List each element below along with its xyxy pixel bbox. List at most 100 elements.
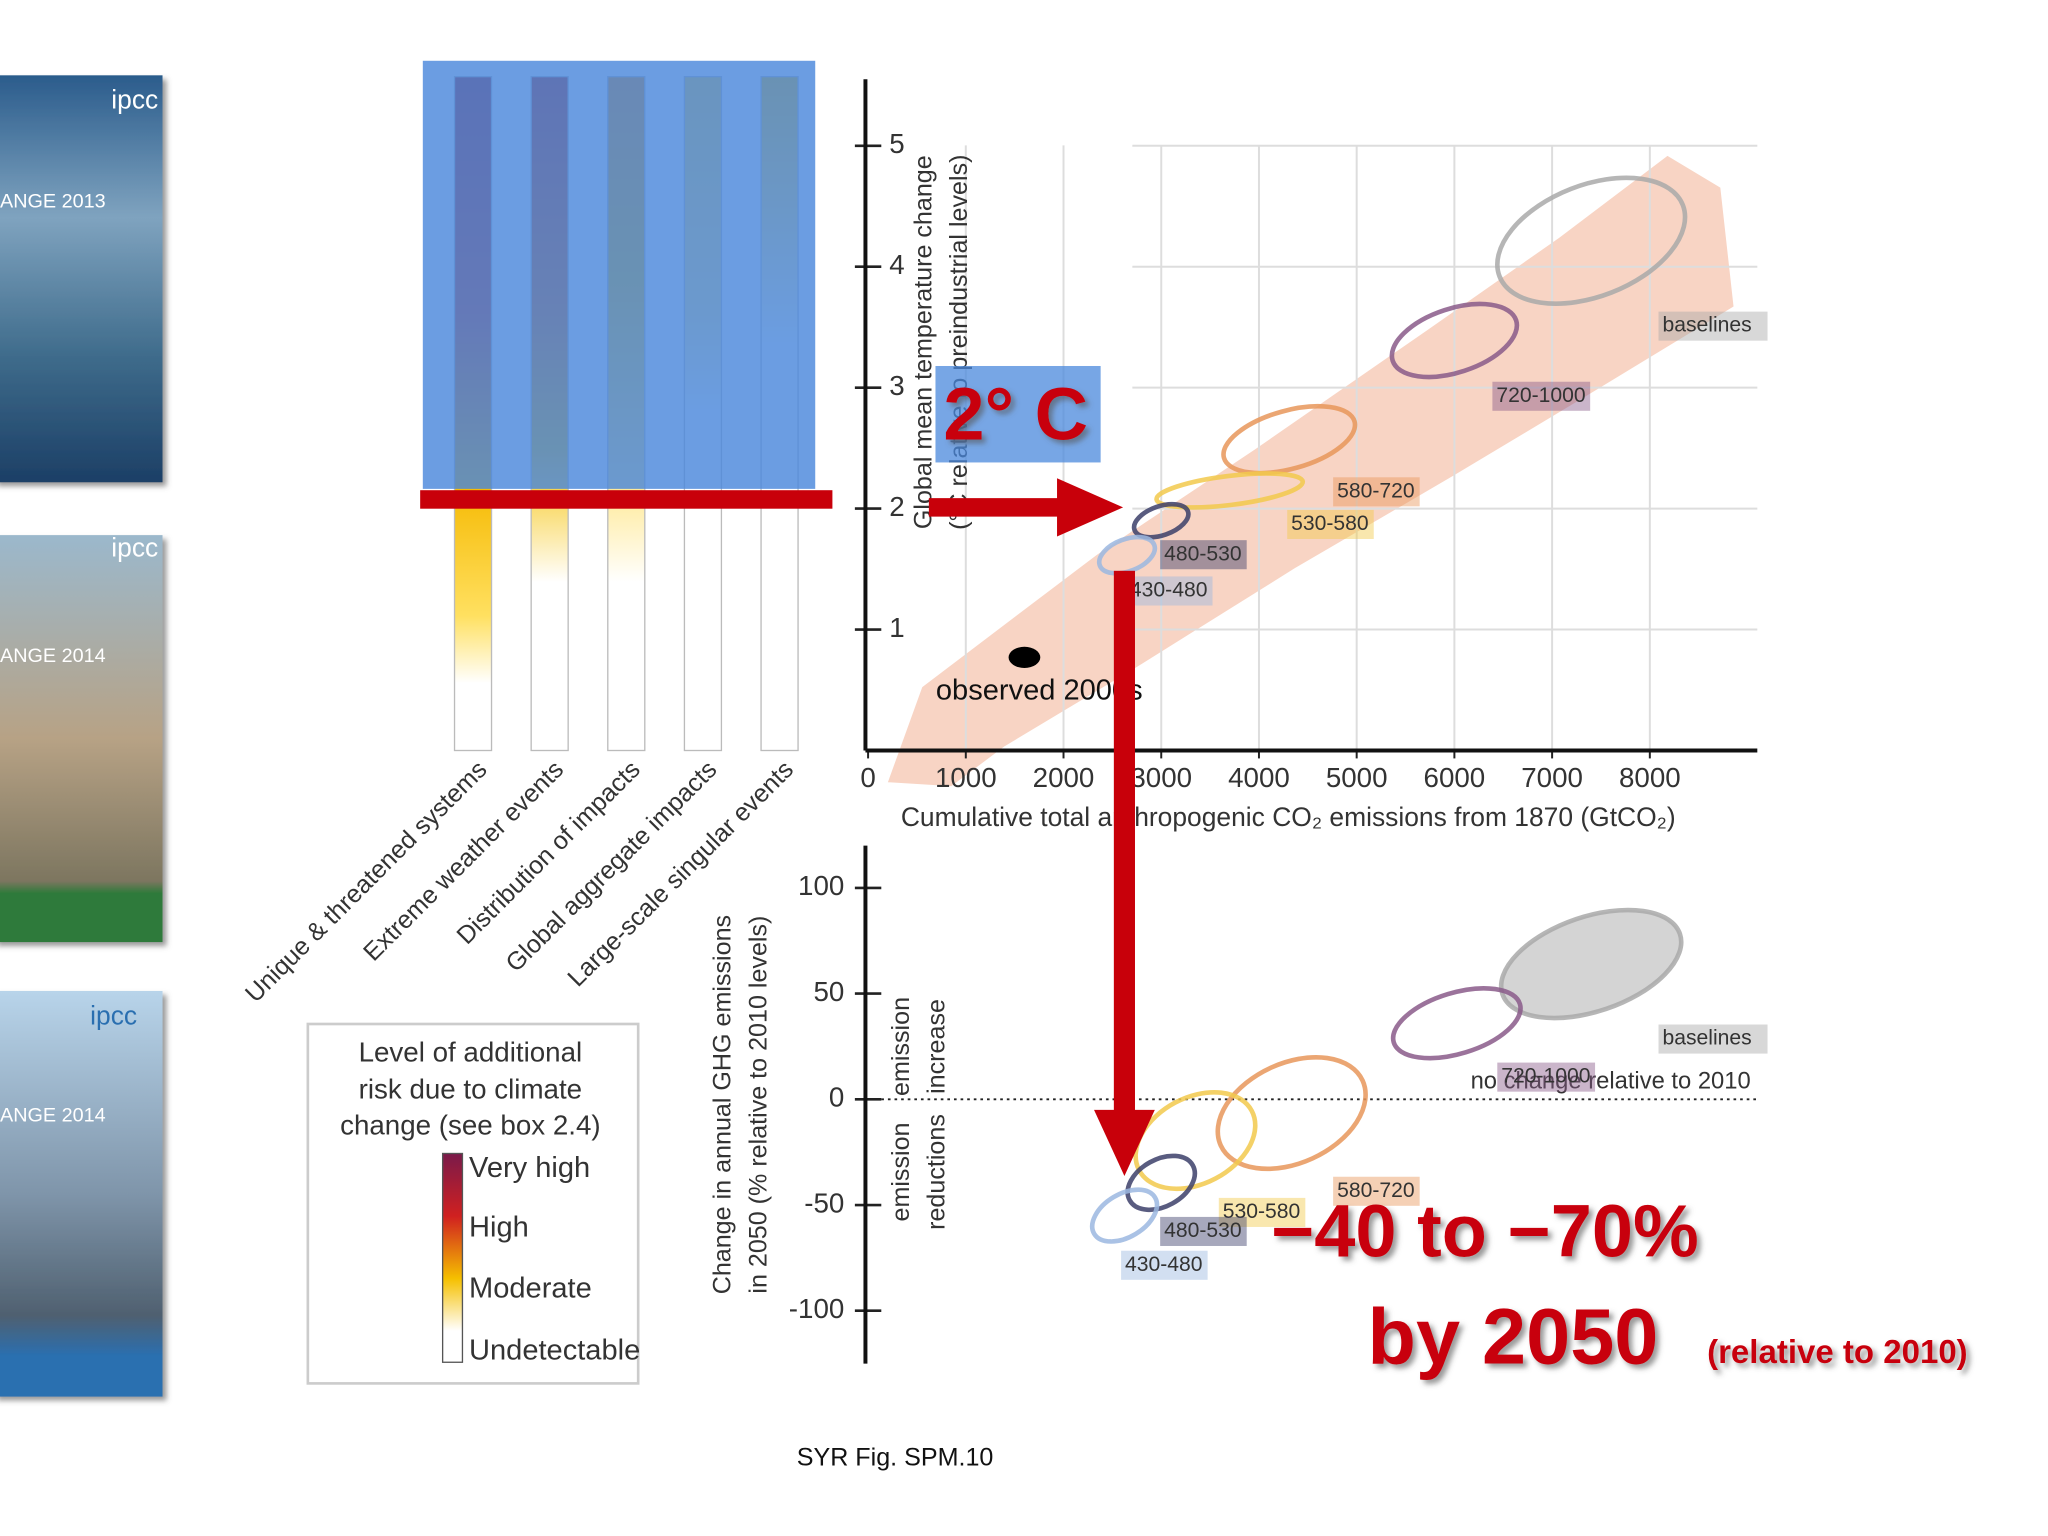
overlay <box>935 365 1101 463</box>
y-axis-label: in 2050 (% relative to 2010 levels) <box>744 916 772 1294</box>
scenario-range <box>1495 175 1688 306</box>
label-box <box>1160 1216 1247 1246</box>
source-label: SYR Fig. SPM.10 <box>797 1443 994 1471</box>
reference-label: no change relative to 2010 <box>1471 1067 1751 1094</box>
x-tick-label: 2000 <box>1033 762 1095 793</box>
label-box <box>1492 381 1591 411</box>
label-box <box>1121 1250 1208 1280</box>
y-tick-label: 50 <box>813 976 844 1007</box>
scenario-range <box>1389 301 1520 380</box>
label-box <box>1333 477 1420 507</box>
arrow <box>928 478 1124 537</box>
scenario-range <box>1390 986 1523 1061</box>
reduction-label: −40 to −70% <box>1271 1189 1699 1272</box>
label-box <box>1658 1024 1768 1054</box>
series-label: 720-1000 <box>1496 384 1585 407</box>
y-tick-label: 1 <box>889 612 904 643</box>
legend-scale <box>441 1152 464 1363</box>
x-tick-label: 5000 <box>1326 762 1388 793</box>
y-tick-label: 5 <box>889 128 904 159</box>
x-tick-label: 4000 <box>1228 762 1290 793</box>
x-axis-label: Cumulative total anthropogenic CO₂ emiss… <box>901 802 1676 832</box>
cover-title: ANGE 2013 <box>0 190 106 212</box>
cover <box>0 535 163 943</box>
series-label: 530-580 <box>1223 1200 1301 1223</box>
legend-level: High <box>469 1211 529 1243</box>
threshold-bar <box>420 490 833 509</box>
legend-level: Moderate <box>469 1272 592 1304</box>
scenario-range <box>1096 534 1158 576</box>
cover-title: ANGE 2014 <box>0 1105 106 1127</box>
arrow <box>1094 570 1155 1176</box>
scenario-range <box>1131 501 1191 540</box>
scenario-range <box>1498 907 1684 1021</box>
x-tick-label: 8000 <box>1619 762 1681 793</box>
label-box <box>1160 540 1247 570</box>
charts: 0 1000 2000 3000 4000 5000 6000 7000 800012345Cu… <box>709 79 1768 1364</box>
label-box <box>1658 311 1768 341</box>
x-tick-label: 6000 <box>1424 762 1486 793</box>
region-label: emission <box>887 1122 915 1221</box>
observed-point <box>1008 646 1041 668</box>
covers: ipcc ANGE 2013 ipcc ANGE 2014 ipcc ANGE … <box>0 75 163 1397</box>
y-tick-label: 100 <box>798 870 844 901</box>
y-axis-label: (°C relative to preindustrial levels) <box>945 154 973 529</box>
series-label: 720-1000 <box>1501 1065 1590 1088</box>
chart: 0 1000 2000 3000 4000 5000 6000 7000 8000 1 2 3 4 5 Cu… <box>854 79 1768 832</box>
region-label: reductions <box>923 1114 951 1230</box>
series-label: 480-530 <box>1164 542 1242 565</box>
label-box <box>1333 1176 1420 1206</box>
x-tick-label: 0 <box>860 762 875 793</box>
cover-brand: ipcc <box>111 85 158 115</box>
x-tick-label: 3000 <box>1130 762 1192 793</box>
series-label: 430-480 <box>1125 1253 1203 1276</box>
point-label: observed 2000s <box>936 674 1143 706</box>
x-tick-label: 1000 <box>935 762 997 793</box>
target-label: 2° C <box>943 373 1088 456</box>
scenario-range <box>1154 471 1306 510</box>
y-tick-label: 2 <box>889 491 904 522</box>
series-label: 480-530 <box>1164 1219 1242 1242</box>
region-label: emission <box>887 997 915 1096</box>
scenario-range <box>1125 1153 1198 1213</box>
overlay <box>422 60 816 489</box>
y-tick-label: 3 <box>889 370 904 401</box>
cover-brand: ipcc <box>90 1000 137 1030</box>
risk-panel <box>420 60 833 752</box>
scenario-range <box>1221 403 1358 476</box>
series-label: 530-580 <box>1291 512 1369 535</box>
relative-label: (relative to 2010) <box>1707 1333 1968 1370</box>
y-axis-label: Global mean temperature change <box>910 155 938 529</box>
legend-box <box>306 1022 640 1385</box>
risk-legend: Level of additional risk due to climate … <box>306 1022 640 1385</box>
legend-level: Undetectable <box>469 1334 640 1366</box>
scenario-range <box>1089 1187 1160 1244</box>
label-box <box>1287 509 1374 540</box>
label-box <box>1125 576 1213 606</box>
series-label: baselines <box>1662 1027 1751 1050</box>
series-label: baselines <box>1662 314 1751 337</box>
scenario-range <box>1215 1054 1368 1172</box>
label-box <box>1218 1197 1306 1227</box>
label-box <box>1497 1062 1596 1092</box>
year-label: by 2050 <box>1368 1291 1659 1380</box>
series-label: 580-720 <box>1337 479 1415 502</box>
legend-title: change (see box 2.4) <box>340 1109 601 1140</box>
y-tick-label: -50 <box>804 1187 844 1218</box>
y-tick-label: 4 <box>889 249 904 280</box>
series-label: 430-480 <box>1130 579 1208 602</box>
chart: -100 -50 0 50 100 no change relative to 2010 e… <box>709 845 1768 1364</box>
uncertainty-plume <box>887 155 1734 787</box>
cover <box>0 75 163 483</box>
series-label: 580-720 <box>1337 1179 1415 1202</box>
cover <box>0 990 163 1397</box>
y-axis-label: Change in annual GHG emissions <box>709 915 737 1294</box>
cover-title: ANGE 2014 <box>0 645 106 667</box>
legend-title: risk due to climate <box>359 1074 583 1105</box>
x-tick-label: 7000 <box>1521 762 1583 793</box>
legend-title: Level of additional <box>359 1037 583 1068</box>
legend-level: Very high <box>469 1152 590 1184</box>
y-tick-label: -100 <box>789 1293 845 1324</box>
y-tick-label: 0 <box>829 1082 844 1113</box>
